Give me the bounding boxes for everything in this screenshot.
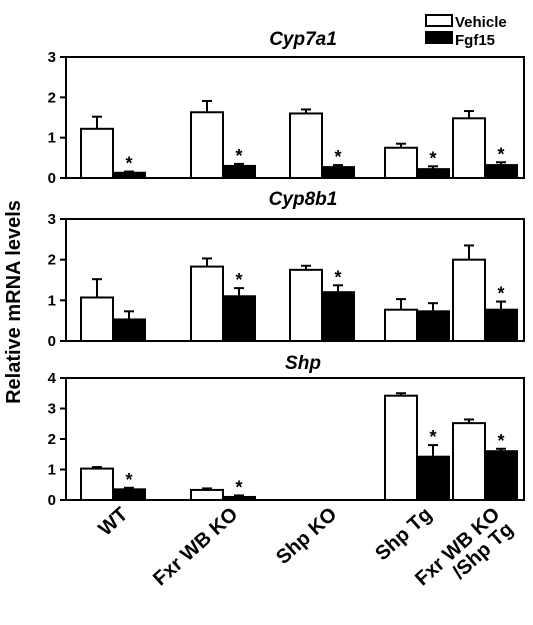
bar-vehicle-2 [289,112,323,179]
bar-vehicle-4 [452,422,486,502]
bar-fgf15-3 [416,310,450,342]
panel-title: Cyp8b1 [269,189,338,210]
bar-fgf15-2 [321,166,355,180]
bar-vehicle-3 [384,394,418,501]
y-tick-label: 3 [48,401,56,418]
panel-title: Shp [285,353,321,374]
bar-fgf15-3 [416,168,450,179]
y-tick-label: 2 [48,252,56,269]
significance-star: * [235,270,242,290]
bar-vehicle-1 [190,488,224,501]
legend-label-vehicle: Vehicle [455,14,507,31]
y-tick-label: 3 [48,49,56,66]
bar-fgf15-4 [484,308,518,343]
x-category-label: Shp KO [272,503,341,568]
panel-0: Cyp7a1 0 1 2 3 * * * * * [48,29,525,187]
significance-star: * [235,477,242,497]
y-tick-label: 3 [48,211,56,228]
y-tick-label: 2 [48,431,56,448]
bar-fgf15-2 [321,291,355,343]
significance-star: * [125,470,132,490]
bar-vehicle-4 [452,117,486,179]
y-tick-label: 2 [48,89,56,106]
bar-fgf15-1 [222,164,256,179]
bar-vehicle-3 [384,146,418,179]
significance-star: * [497,284,504,304]
legend: Vehicle Fgf15 [425,14,507,49]
x-category-label: Shp Tg [371,503,436,565]
significance-star: * [429,148,436,168]
legend-swatch-vehicle [425,14,453,27]
bar-vehicle-3 [384,308,418,343]
significance-star: * [235,146,242,166]
panel-title: Cyp7a1 [269,29,337,50]
significance-star: * [497,431,504,451]
x-category-label: WT [95,503,133,540]
bar-fgf15-4 [484,164,518,180]
y-tick-label: 0 [48,333,56,350]
bar-vehicle-0 [80,296,114,342]
significance-star: * [334,147,341,167]
y-tick-label: 1 [48,292,56,309]
y-tick-label: 4 [48,370,57,387]
x-category-label: Fxr WB KO [149,503,242,590]
significance-star: * [334,267,341,287]
bar-fgf15-4 [484,450,518,502]
panel-2: Shp 0 1 2 3 4 * * * * [48,353,525,509]
bar-vehicle-4 [452,258,486,342]
chart-panels: Cyp7a1 0 1 2 3 * * * * * Cyp8b1 0 1 2 3 * * * Shp 0 1 2 3 4 * * * * [48,29,525,509]
bar-vehicle-0 [80,467,114,501]
panel-1: Cyp8b1 0 1 2 3 * * * [48,189,525,350]
bar-vehicle-1 [190,265,224,342]
legend-label-fgf15: Fgf15 [455,32,495,49]
bar-vehicle-2 [289,268,323,343]
y-tick-label: 1 [48,462,56,479]
significance-star: * [125,154,132,174]
bar-fgf15-1 [222,295,256,342]
bar-fgf15-0 [112,488,146,502]
bar-vehicle-0 [80,127,114,179]
y-axis-label: Relative mRNA levels [3,200,25,404]
y-tick-label: 0 [48,170,56,187]
significance-star: * [497,144,504,164]
significance-star: * [429,427,436,447]
y-tick-label: 1 [48,130,56,147]
y-tick-label: 0 [48,492,56,509]
bar-fgf15-3 [416,455,450,502]
legend-swatch-fgf15 [425,31,453,44]
bar-vehicle-1 [190,111,224,179]
bar-fgf15-0 [112,318,146,342]
